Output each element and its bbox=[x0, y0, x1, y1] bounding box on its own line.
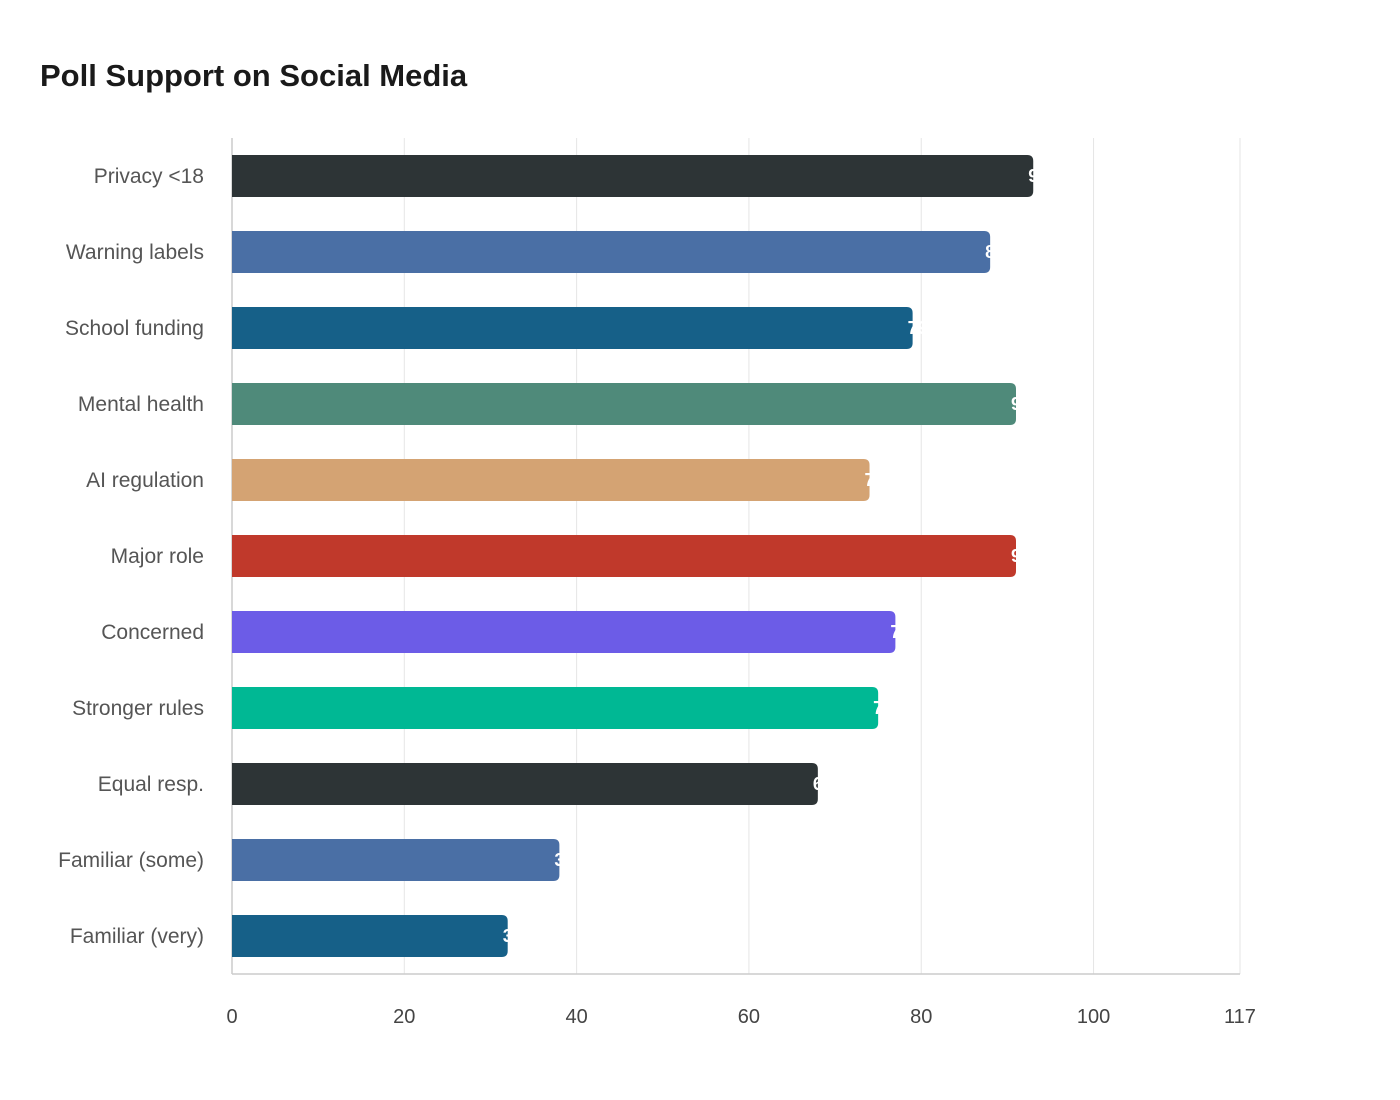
x-tick-label: 40 bbox=[565, 1006, 587, 1028]
category-label: Major role bbox=[111, 545, 204, 568]
bar-value-label: 32 bbox=[503, 926, 523, 946]
bar bbox=[232, 231, 991, 273]
bar-value-label: 91 bbox=[1011, 394, 1031, 414]
x-tick-label: 60 bbox=[738, 1006, 760, 1028]
bar bbox=[232, 535, 1016, 577]
category-label: Mental health bbox=[78, 393, 204, 416]
x-tick-label: 80 bbox=[910, 1006, 932, 1028]
category-label: Warning labels bbox=[66, 241, 204, 264]
bar bbox=[232, 763, 818, 805]
category-label: Familiar (very) bbox=[70, 925, 204, 948]
bar-value-label: 77 bbox=[890, 622, 910, 642]
category-label: AI regulation bbox=[86, 469, 204, 492]
category-label: Privacy <18 bbox=[94, 165, 204, 188]
labels: 0 20 40 60 80 100 117 Privacy <18 93 Warning labe… bbox=[58, 165, 1256, 1028]
bar bbox=[232, 155, 1034, 197]
bar-value-label: 79 bbox=[908, 318, 928, 338]
bar bbox=[232, 915, 508, 957]
bar bbox=[232, 839, 560, 881]
category-label: Equal resp. bbox=[98, 773, 204, 796]
x-tick-label: 100 bbox=[1077, 1006, 1110, 1028]
bar bbox=[232, 611, 896, 653]
bar bbox=[232, 687, 879, 729]
category-label: Stronger rules bbox=[72, 697, 204, 720]
bar bbox=[232, 307, 913, 349]
category-label: Familiar (some) bbox=[58, 849, 204, 872]
bar-value-label: 74 bbox=[865, 470, 885, 490]
x-tick-label: 0 bbox=[226, 1006, 237, 1028]
x-tick-label: 117 bbox=[1224, 1006, 1256, 1028]
bars bbox=[232, 155, 1034, 957]
x-tick-label: 20 bbox=[393, 1006, 415, 1028]
category-label: School funding bbox=[65, 317, 204, 340]
bar-value-label: 88 bbox=[985, 242, 1005, 262]
bar bbox=[232, 383, 1016, 425]
bar-value-label: 91 bbox=[1011, 546, 1031, 566]
bar-value-label: 38 bbox=[554, 850, 574, 870]
chart-title: Poll Support on Social Media bbox=[40, 58, 468, 93]
bar-value-label: 68 bbox=[813, 774, 833, 794]
bar bbox=[232, 459, 870, 501]
bar-value-label: 93 bbox=[1028, 166, 1048, 186]
bar-value-label: 75 bbox=[873, 698, 893, 718]
category-label: Concerned bbox=[101, 621, 204, 644]
